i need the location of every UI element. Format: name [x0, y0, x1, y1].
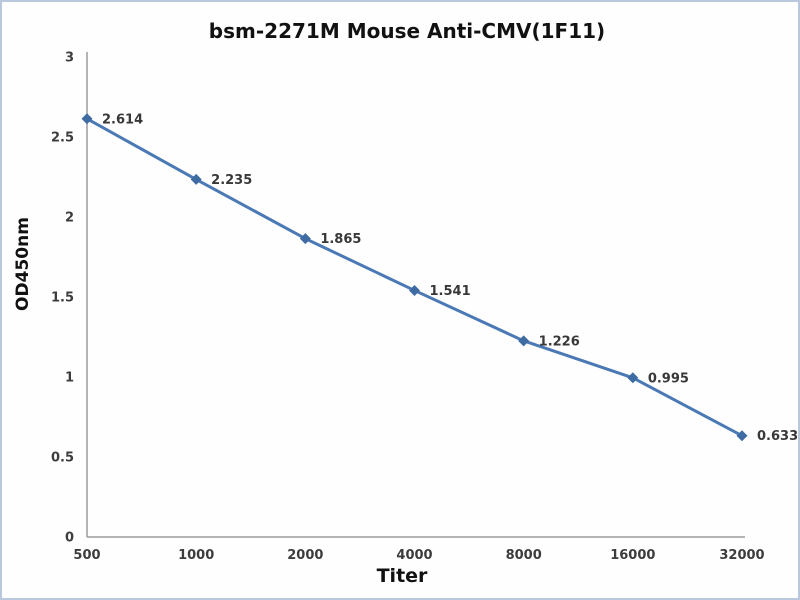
x-tick-label: 8000 [506, 548, 542, 563]
x-tick-label: 500 [73, 548, 100, 563]
x-tick-label: 32000 [719, 548, 764, 563]
data-point-label: 1.541 [430, 284, 471, 299]
data-point-marker [81, 113, 93, 125]
data-point-label: 1.865 [320, 232, 361, 247]
y-tick-label: 1 [65, 371, 74, 386]
axes-layer [86, 52, 745, 538]
data-point-marker [190, 173, 202, 185]
x-tick-label: 1000 [178, 548, 214, 563]
series-line [85, 117, 744, 438]
labels-layer: 2.614 2.235 1.865 1.541 1.226 0.995 0.633 [102, 112, 798, 444]
y-tick-label: 3 [65, 51, 74, 66]
y-axis-title: OD450nm [13, 217, 33, 311]
y-tick-label: 2 [65, 211, 74, 226]
data-point-marker [627, 372, 639, 384]
y-tick-label: 1.5 [51, 291, 74, 306]
chart-title: bsm-2271M Mouse Anti-CMV(1F11) [209, 19, 605, 43]
data-point-label: 0.995 [648, 371, 689, 386]
x-tick-label: 2000 [287, 548, 323, 563]
y-tick-label: 0.5 [51, 451, 74, 466]
data-point-marker [299, 233, 311, 245]
y-tick-label: 0 [65, 531, 74, 546]
data-point-label: 2.614 [102, 112, 143, 127]
data-point-label: 2.235 [211, 173, 252, 188]
data-point-label: 0.633 [757, 429, 798, 444]
data-point-marker [409, 284, 420, 296]
x-tick-label: 16000 [610, 548, 655, 563]
x-axis-title: Titer [377, 565, 428, 587]
ticks-layer: 3 2.5 2 1.5 1 0.5 0 500 1000 2000 4000 8000 16000 320… [51, 51, 765, 564]
data-point-marker [518, 335, 530, 347]
x-tick-label: 4000 [396, 548, 432, 563]
data-point-label: 1.226 [539, 334, 580, 349]
y-tick-label: 2.5 [51, 131, 74, 146]
data-point-marker [736, 430, 748, 442]
series-layer [81, 113, 748, 442]
